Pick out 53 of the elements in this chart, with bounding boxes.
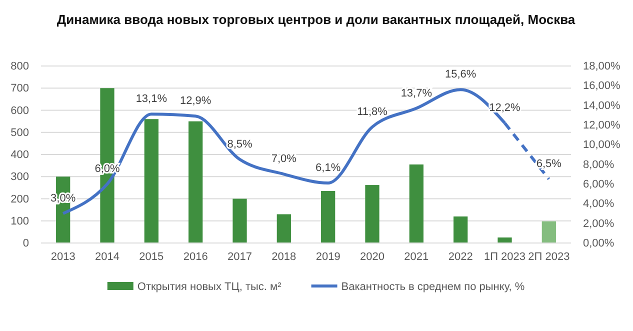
- y-tick-label: 200: [10, 193, 29, 206]
- y2-tick-label: 0,00%: [583, 238, 614, 250]
- bar: [276, 214, 291, 243]
- bar: [365, 185, 380, 243]
- y2-tick-label: 6,00%: [583, 178, 614, 191]
- bar: [321, 191, 336, 243]
- x-tick-label: 2019: [316, 250, 340, 263]
- data-label: 13,7%: [400, 87, 432, 100]
- y2-tick-label: 4,00%: [583, 198, 614, 210]
- x-tick-label: 2018: [272, 250, 296, 263]
- y2-tick-label: 2,00%: [583, 218, 614, 230]
- x-tick-label: 2022: [448, 250, 473, 263]
- y-tick-label: 600: [10, 104, 29, 117]
- data-label: 7,0%: [271, 153, 297, 166]
- x-tick-label: 2020: [360, 250, 384, 263]
- x-tick-label: 2021: [404, 250, 429, 263]
- x-tick-label: 1П 2023: [484, 250, 526, 263]
- data-label: 13,1%: [136, 93, 168, 106]
- x-tick-label: 2013: [50, 250, 76, 263]
- x-tick-label: 2015: [139, 250, 164, 263]
- bar: [542, 221, 556, 243]
- bar: [188, 121, 203, 243]
- y-tick-label: 100: [10, 215, 29, 228]
- data-label: 8,5%: [227, 138, 252, 150]
- data-label: 6,5%: [536, 158, 562, 170]
- x-tick-label: 2П 2023: [528, 250, 570, 263]
- x-tick-label: 2014: [95, 250, 120, 263]
- y-tick-label: 300: [10, 171, 29, 184]
- legend-label: Открытия новых ТЦ, тыс. м²: [137, 281, 282, 293]
- y-tick-label: 400: [10, 149, 29, 162]
- data-label: 15,6%: [444, 68, 476, 81]
- y2-tick-label: 16,00%: [583, 80, 621, 92]
- bar: [232, 198, 247, 243]
- bar: [454, 216, 468, 243]
- bar: [144, 119, 158, 243]
- legend-label: Вакантность в среднем по рынку, %: [341, 281, 525, 293]
- bar: [409, 164, 424, 243]
- chart-title: Динамика ввода новых торговых центров и доли вакантных площадей, Москва: [56, 12, 576, 27]
- x-tick-label: 2017: [228, 250, 252, 263]
- y2-tick-label: 8,00%: [583, 158, 614, 171]
- y-tick-label: 500: [10, 126, 29, 139]
- y2-tick-label: 12,00%: [583, 120, 621, 132]
- y2-tick-label: 10,00%: [583, 139, 621, 152]
- x-tick-label: 2016: [183, 250, 208, 263]
- data-label: 11,8%: [357, 106, 388, 118]
- y2-tick-label: 18,00%: [583, 60, 621, 73]
- data-label: 6,1%: [316, 162, 341, 174]
- y-tick-label: 0: [22, 238, 29, 250]
- y-tick-label: 800: [10, 60, 29, 73]
- data-label: 12,9%: [180, 95, 212, 108]
- y-tick-label: 700: [10, 82, 29, 95]
- bar: [498, 237, 512, 243]
- y2-tick-label: 14,00%: [583, 100, 621, 112]
